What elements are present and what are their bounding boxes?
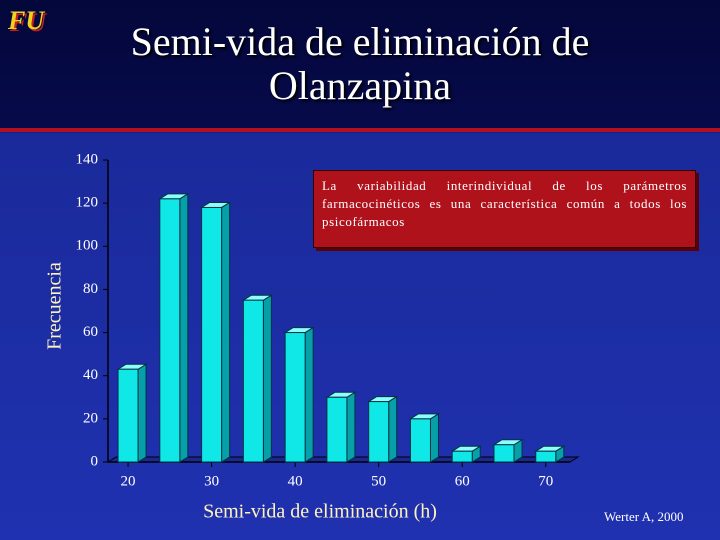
bar-side (388, 395, 398, 463)
bar (117, 368, 139, 463)
y-tick-label: 100 (76, 238, 99, 254)
bar-side (304, 326, 314, 463)
bar-side (429, 412, 439, 463)
y-tick-label: 20 (83, 410, 98, 426)
x-tick-label: 40 (288, 473, 303, 489)
y-tick-label: 60 (83, 324, 98, 340)
x-axis-label: Semi-vida de eliminación (h) (203, 501, 437, 523)
x-tick-label: 60 (455, 473, 470, 489)
annotation: La variabilidad interindividual de los p… (313, 170, 696, 248)
bar (451, 450, 473, 463)
bar (201, 206, 223, 463)
bar (326, 396, 348, 463)
y-tick-label: 0 (91, 453, 99, 469)
divider (0, 128, 720, 132)
bar-side (262, 294, 272, 463)
bar (493, 444, 515, 463)
bar (409, 418, 431, 463)
y-tick-label: 120 (76, 195, 99, 211)
bar (368, 401, 390, 463)
x-tick-label: 20 (121, 473, 136, 489)
bar-side (179, 192, 189, 463)
y-axis-label: Frecuencia (44, 262, 66, 350)
logo: FU (8, 6, 45, 35)
bar-side (137, 363, 147, 463)
bar (242, 299, 264, 463)
y-tick-label: 40 (83, 367, 98, 383)
bar (284, 332, 306, 463)
bar-side (346, 391, 356, 463)
y-tick-label: 140 (76, 151, 99, 167)
x-tick-label: 30 (204, 473, 219, 489)
x-tick-label: 50 (371, 473, 386, 489)
source: Werter A, 2000 (604, 509, 684, 524)
chart-title: Semi-vida de eliminación de Olanzapina (130, 19, 590, 108)
bar (159, 198, 181, 463)
y-tick-label: 80 (83, 281, 98, 297)
bar-side (221, 201, 231, 463)
x-tick-label: 70 (538, 473, 553, 489)
bar (535, 450, 557, 463)
